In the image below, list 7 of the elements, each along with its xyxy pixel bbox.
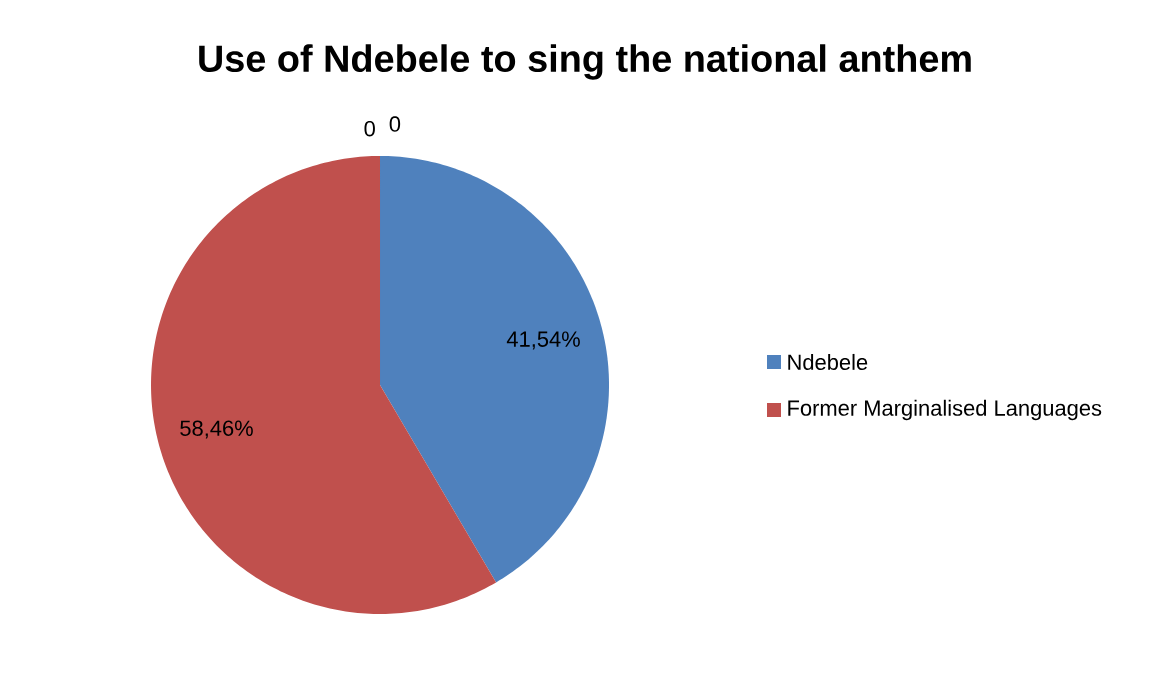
text: 0	[364, 120, 375, 137]
data-label: 41,54%	[506, 331, 580, 350]
legend-label: Former Marginalised Languages	[788, 399, 1102, 421]
chart-title: Use of Ndebele to sing the national anthem	[199, 44, 971, 80]
data-label: 58,46%	[180, 420, 253, 439]
text: 0	[389, 116, 401, 132]
legend-label: Ndebele	[788, 353, 868, 371]
